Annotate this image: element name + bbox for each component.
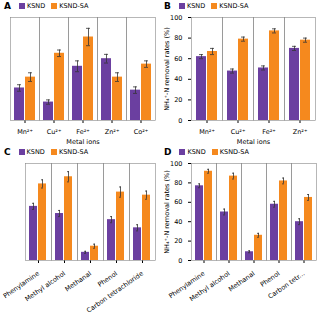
- svg-text:0: 0: [178, 117, 182, 125]
- svg-text:Methyl alcohol: Methyl alcohol: [24, 269, 67, 303]
- svg-text:20: 20: [174, 237, 182, 245]
- svg-text:Phenylamine: Phenylamine: [1, 269, 41, 301]
- html-text:KSND: KSND: [27, 2, 46, 10]
- html-text:KSND: KSND: [186, 2, 206, 10]
- svg-text:Methyl alcohol: Methyl alcohol: [188, 269, 231, 303]
- html-text:A: A: [4, 1, 11, 11]
- svg-text:Metal ions: Metal ions: [66, 138, 100, 146]
- svg-text:Phenol: Phenol: [96, 269, 119, 289]
- svg-text:20: 20: [174, 96, 182, 104]
- svg-text:80: 80: [174, 179, 182, 187]
- svg-text:Carbon tetr...: Carbon tetr...: [267, 270, 307, 301]
- html-text:KSND-SA: KSND-SA: [59, 2, 89, 10]
- svg-text:Mn²⁺: Mn²⁺: [17, 128, 33, 136]
- html-text:D: D: [164, 147, 172, 157]
- html-text:KSND-SA: KSND-SA: [219, 148, 249, 156]
- svg-text:NH₄⁺-N removal rates (%): NH₄⁺-N removal rates (%): [163, 27, 171, 111]
- svg-text:NH₄⁺-N removal rates (%): NH₄⁺-N removal rates (%): [163, 170, 171, 254]
- svg-text:40: 40: [174, 218, 182, 226]
- svg-text:0: 0: [178, 257, 182, 265]
- svg-text:Cu²⁺: Cu²⁺: [47, 128, 62, 136]
- svg-text:Fe²⁺: Fe²⁺: [76, 128, 89, 136]
- svg-text:Methanal: Methanal: [64, 269, 93, 293]
- svg-text:Zn²⁺: Zn²⁺: [293, 128, 308, 136]
- html-text:KSND: KSND: [187, 148, 206, 156]
- svg-text:Zn²⁺: Zn²⁺: [105, 128, 120, 136]
- html-text:KSND-SA: KSND-SA: [58, 148, 89, 156]
- svg-text:Fe²⁺: Fe²⁺: [262, 128, 275, 136]
- svg-text:Cu²⁺: Cu²⁺: [231, 128, 246, 136]
- svg-text:Metal ions: Metal ions: [237, 138, 271, 146]
- svg-text:100: 100: [170, 14, 182, 22]
- svg-text:80: 80: [174, 34, 182, 42]
- svg-text:Phenylamine: Phenylamine: [167, 269, 207, 301]
- svg-text:40: 40: [174, 75, 182, 83]
- html-text:C: C: [4, 147, 11, 157]
- html-text:KSND: KSND: [26, 148, 45, 156]
- svg-text:Phenol: Phenol: [258, 269, 282, 289]
- svg-text:Carbon tetrachloride: Carbon tetrachloride: [85, 270, 145, 315]
- svg-text:100: 100: [170, 160, 182, 168]
- html-text:B: B: [164, 1, 171, 11]
- svg-text:Methanal: Methanal: [227, 269, 256, 293]
- svg-text:60: 60: [174, 55, 182, 63]
- svg-text:60: 60: [174, 198, 182, 206]
- svg-text:Co²⁺: Co²⁺: [134, 128, 149, 136]
- svg-text:Mn²⁺: Mn²⁺: [199, 128, 215, 136]
- html-text:KSND-SA: KSND-SA: [219, 2, 249, 10]
